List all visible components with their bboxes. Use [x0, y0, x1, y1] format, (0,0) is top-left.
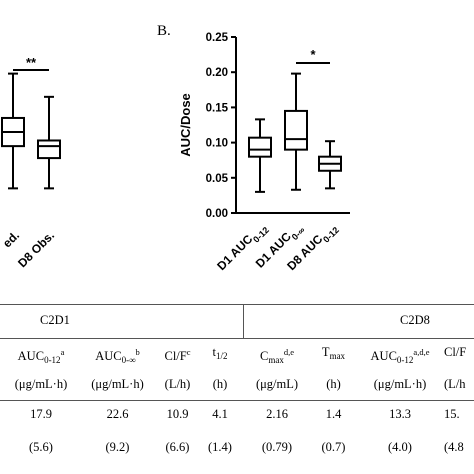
sd-value: (4.8 — [444, 440, 464, 454]
col-header: AUC0-12a — [17, 347, 65, 365]
box-d8-auc0-12 — [318, 140, 342, 190]
col-unit: (h) — [212, 377, 228, 391]
mean-value: 1.4 — [325, 407, 342, 421]
sd-value: (4.0) — [388, 440, 412, 454]
panel-label: B. — [157, 23, 171, 39]
category-label: D8 AUC0-12 — [284, 219, 341, 276]
col-header: AUC0-12a,d,e — [370, 347, 430, 365]
group-c2d8: C2D8 — [400, 313, 430, 327]
pk-table: C2D1 C2D8 AUC0-12a (μg/mL·h) 17.9 (5.6) AUC0… — [0, 304, 474, 474]
col-header: t1/2 — [212, 345, 228, 361]
y-tick-label: 0.00 — [206, 208, 228, 220]
col-unit: (μg/mL·h) — [91, 377, 144, 391]
box-d8-obs — [37, 95, 61, 190]
sd-value: (1.4) — [208, 440, 232, 454]
mean-value: 22.6 — [106, 407, 129, 421]
table-group-divider — [243, 304, 244, 338]
y-tick-label: 0.20 — [206, 67, 228, 79]
sd-value: (0.7) — [321, 440, 346, 454]
category-label: ed. — [0, 228, 22, 250]
y-axis-title: AUC/Dose — [178, 93, 193, 157]
col-unit: (μg/mL·h) — [14, 377, 68, 391]
mean-value: 2.16 — [266, 407, 288, 421]
sd-value: (6.6) — [165, 440, 190, 454]
left-panel: ** ed.D8 Obs. — [0, 55, 61, 270]
mean-value: 10.9 — [166, 407, 189, 421]
y-tick-label: 0.25 — [206, 32, 229, 44]
group-c2d1: C2D1 — [40, 313, 70, 327]
y-tick-label: 0.15 — [206, 102, 229, 114]
col-unit: (L/h) — [164, 377, 191, 391]
sd-value: (9.2) — [105, 440, 130, 454]
y-tick-label: 0.10 — [206, 138, 228, 150]
box-d1-auc0-inf — [284, 72, 308, 191]
iqr-box — [37, 139, 61, 160]
figure: ** ed.D8 Obs. B. AUC/Dose 0.00 0.05 0.10 0.15 0… — [0, 23, 350, 276]
y-tick-label: 0.05 — [206, 173, 229, 185]
col-unit: (h) — [326, 377, 341, 391]
col-header: Tmax — [321, 345, 346, 361]
category-label: D8 Obs. — [15, 228, 57, 270]
box-d1-auc0-12 — [248, 118, 272, 193]
iqr-box — [284, 109, 308, 151]
table-rule-group — [0, 338, 474, 339]
table-rule-top — [0, 304, 474, 305]
mean-value: 15. — [444, 407, 460, 421]
sig-label: * — [310, 47, 316, 62]
col-header: AUC0-∞b — [95, 347, 140, 365]
col-header: Cmaxd,e — [260, 347, 294, 365]
table-rule-header — [0, 400, 474, 401]
col-unit: (μg/mL) — [255, 377, 299, 391]
col-unit: (L/h — [444, 377, 466, 391]
col-unit: (μg/mL·h) — [373, 377, 427, 391]
mean-value: 17.9 — [30, 407, 52, 421]
mean-value: 4.1 — [212, 407, 228, 421]
sd-value: (5.6) — [29, 440, 53, 454]
mean-value: 13.3 — [389, 407, 411, 421]
col-header: Cl/F — [444, 345, 467, 359]
sd-value: (0.79) — [261, 440, 293, 454]
iqr-box — [248, 136, 272, 158]
sig-label: ** — [26, 55, 37, 70]
col-header: Cl/Fc — [164, 347, 191, 363]
box-pred — [1, 72, 25, 190]
